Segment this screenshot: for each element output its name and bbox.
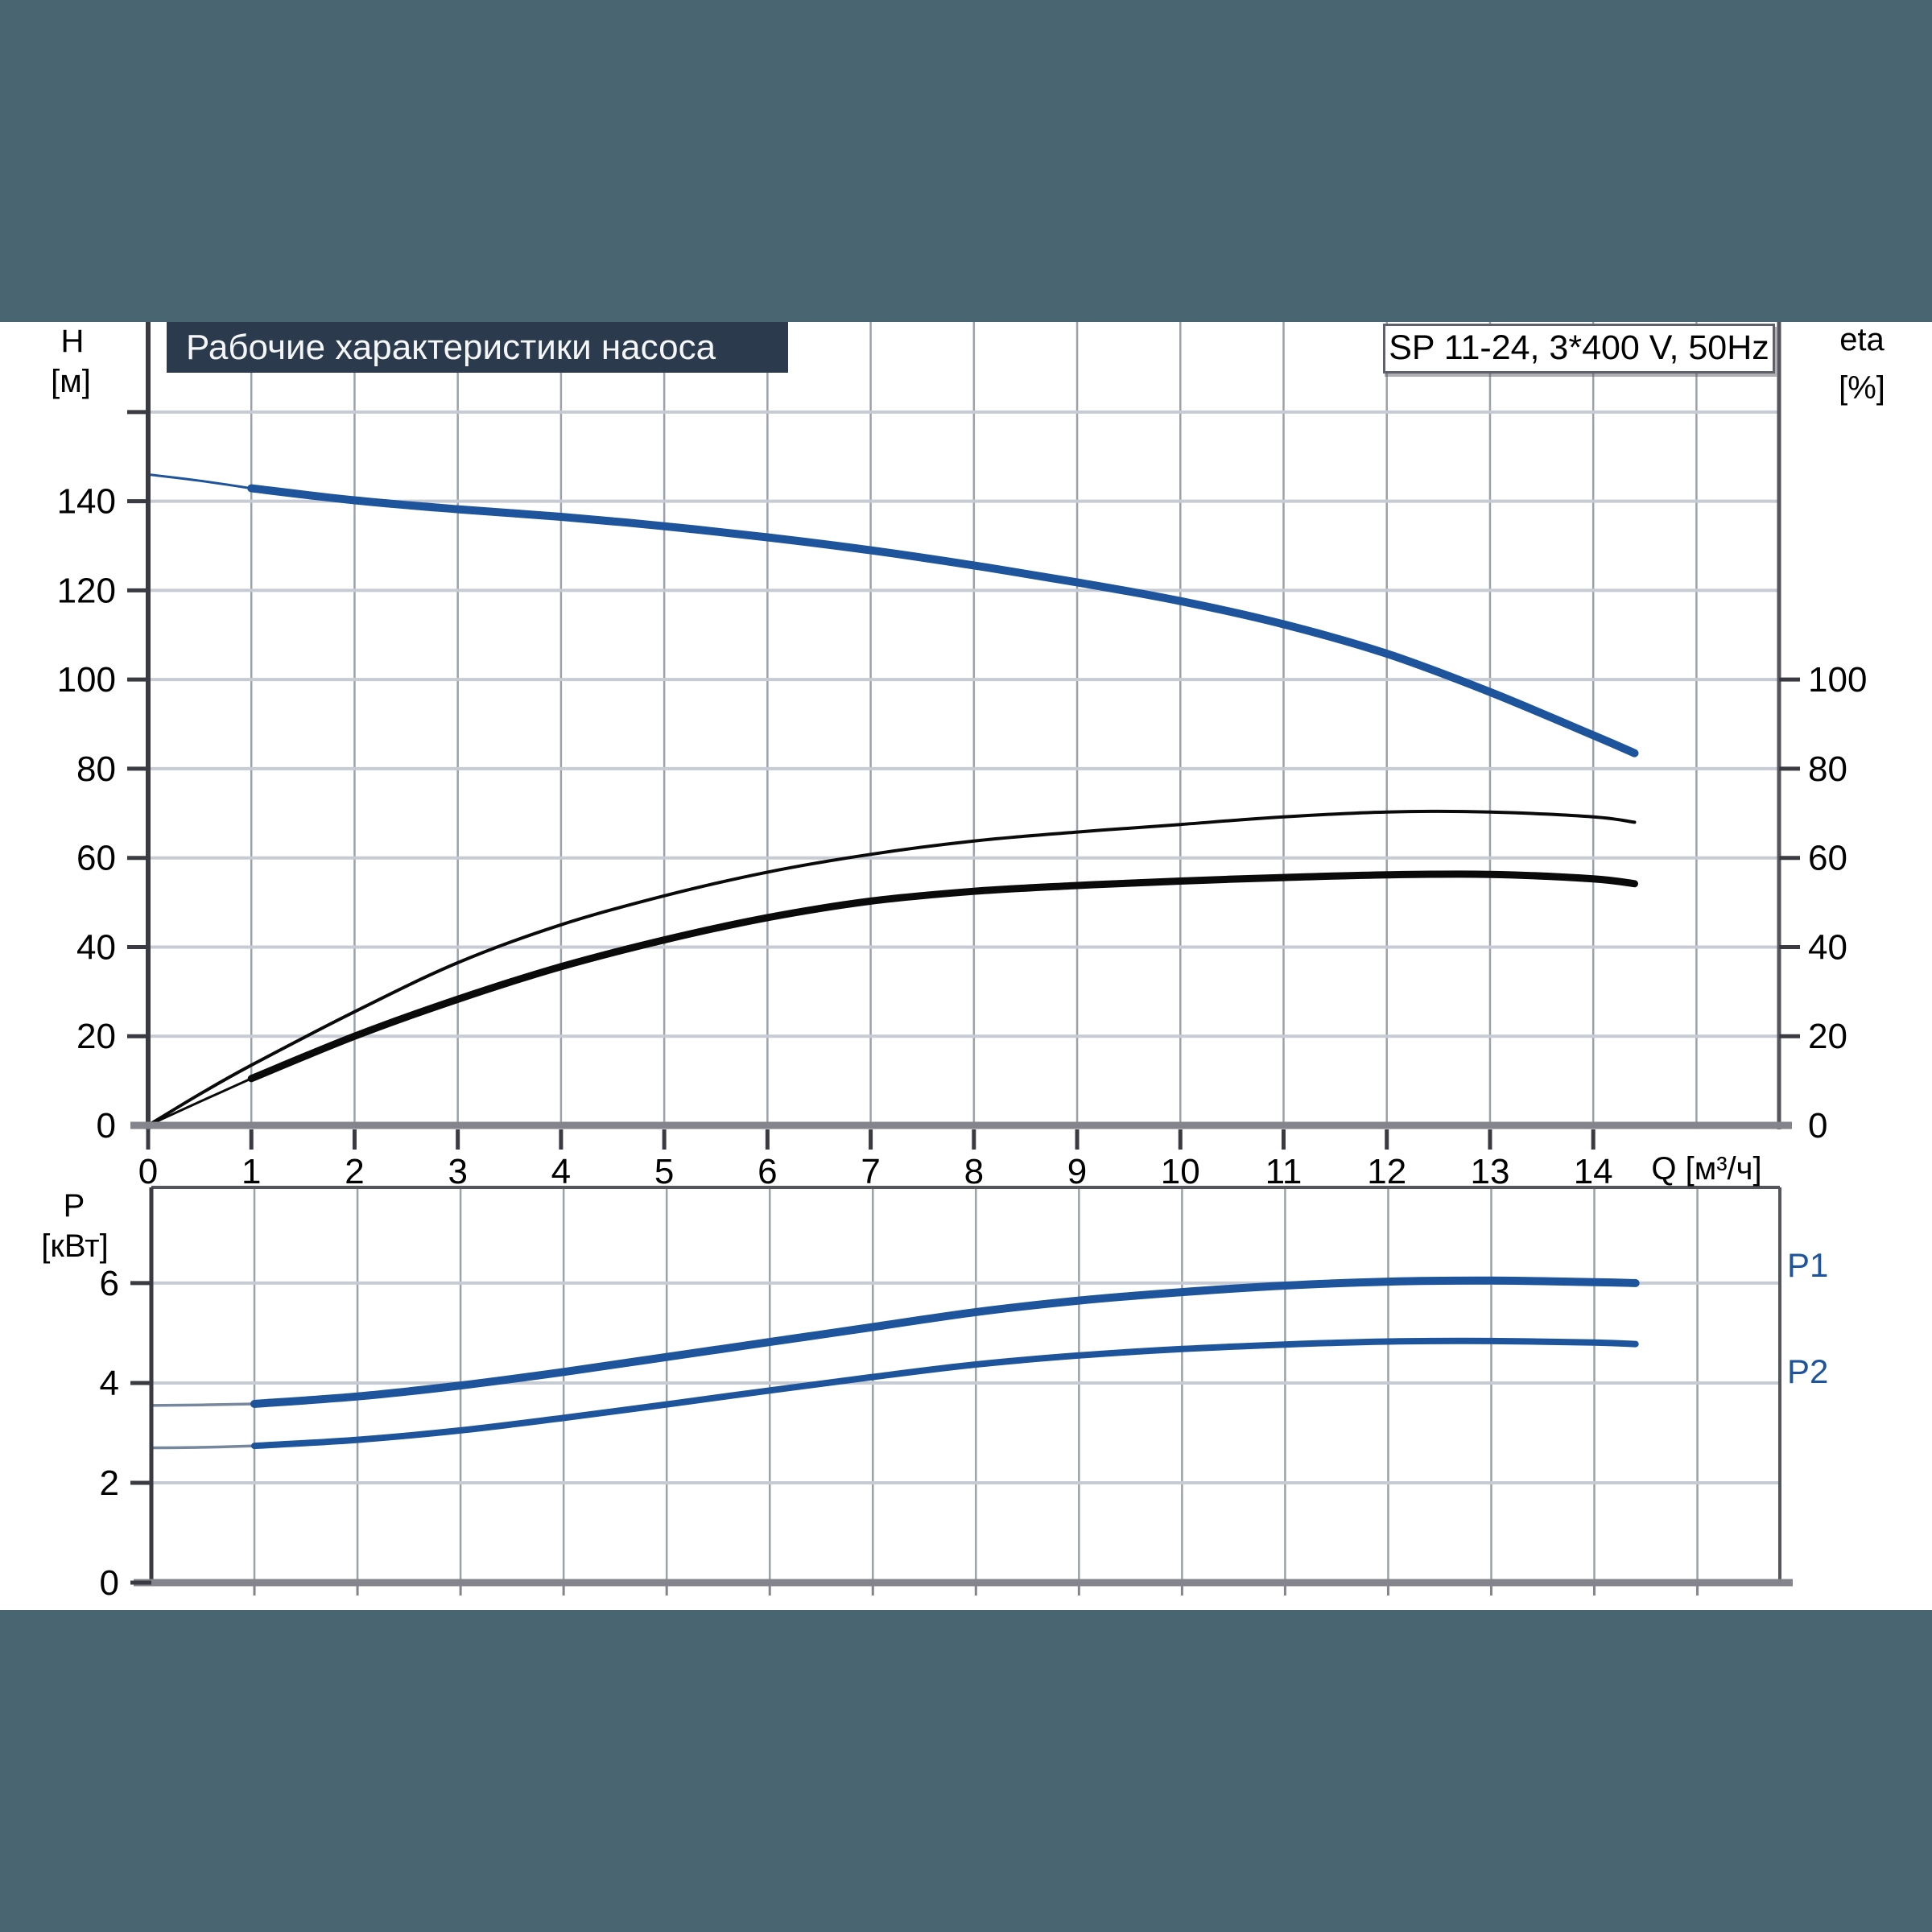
svg-text:0: 0: [100, 1563, 119, 1603]
svg-text:12: 12: [1367, 1152, 1406, 1191]
bottom-band: [0, 1610, 1932, 1932]
svg-text:80: 80: [1808, 749, 1847, 789]
eta-axis-symbol: eta: [1839, 322, 1885, 357]
svg-text:100: 100: [57, 660, 116, 700]
eta-total-curve-lead: [147, 1077, 253, 1127]
power-axis-unit: [кВт]: [41, 1228, 109, 1264]
svg-text:120: 120: [57, 571, 116, 610]
power-chart: 0 2 4 6: [100, 1186, 1793, 1603]
top-band: [0, 0, 1932, 322]
svg-text:0: 0: [138, 1152, 158, 1191]
head-curve-lead: [147, 473, 253, 490]
svg-text:1: 1: [242, 1152, 261, 1191]
svg-text:13: 13: [1470, 1152, 1509, 1191]
flow-axis-label: Q [м³/ч]: [1651, 1151, 1762, 1187]
svg-text:9: 9: [1067, 1152, 1087, 1191]
svg-text:20: 20: [1808, 1017, 1847, 1056]
svg-text:6: 6: [758, 1152, 777, 1191]
p2-curve-label: P2: [1787, 1352, 1829, 1390]
svg-text:40: 40: [76, 927, 116, 967]
svg-text:100: 100: [1808, 660, 1867, 700]
svg-text:0: 0: [97, 1106, 116, 1146]
power-axis-symbol: P: [63, 1188, 85, 1224]
svg-text:8: 8: [964, 1152, 984, 1191]
svg-text:60: 60: [1808, 839, 1847, 878]
head-curve: [247, 484, 1639, 758]
svg-text:40: 40: [1808, 927, 1847, 967]
p1-curve-label: P1: [1787, 1246, 1829, 1284]
svg-text:4: 4: [551, 1152, 571, 1191]
svg-text:11: 11: [1265, 1152, 1302, 1191]
eta-total-curve: [247, 870, 1638, 1083]
svg-text:2: 2: [345, 1152, 364, 1191]
head-axis-unit: [м]: [51, 364, 91, 399]
svg-text:7: 7: [861, 1152, 880, 1191]
svg-text:140: 140: [57, 482, 116, 522]
svg-text:14: 14: [1574, 1152, 1613, 1191]
svg-text:80: 80: [76, 749, 116, 789]
svg-text:6: 6: [100, 1264, 119, 1303]
svg-text:3: 3: [448, 1152, 467, 1191]
eta-axis-unit: [%]: [1839, 370, 1885, 406]
p1-curve-lead: [150, 1402, 256, 1407]
svg-text:2: 2: [100, 1463, 119, 1503]
svg-text:20: 20: [76, 1017, 116, 1056]
svg-text:60: 60: [76, 839, 116, 878]
p1-curve: [250, 1276, 1640, 1408]
eta-pump-curve: [147, 809, 1637, 1127]
pump-type-badge: SP 11-24, 3*400 V, 50Hz: [1383, 324, 1775, 374]
svg-text:10: 10: [1161, 1152, 1200, 1191]
p2-curve: [251, 1337, 1639, 1450]
svg-text:4: 4: [100, 1364, 119, 1403]
svg-text:0: 0: [1808, 1106, 1827, 1146]
head-axis-symbol: H: [60, 324, 85, 359]
chart-title: Рабочие характеристики насоса: [167, 322, 788, 373]
svg-text:5: 5: [654, 1152, 674, 1191]
p2-curve-lead: [150, 1444, 256, 1450]
